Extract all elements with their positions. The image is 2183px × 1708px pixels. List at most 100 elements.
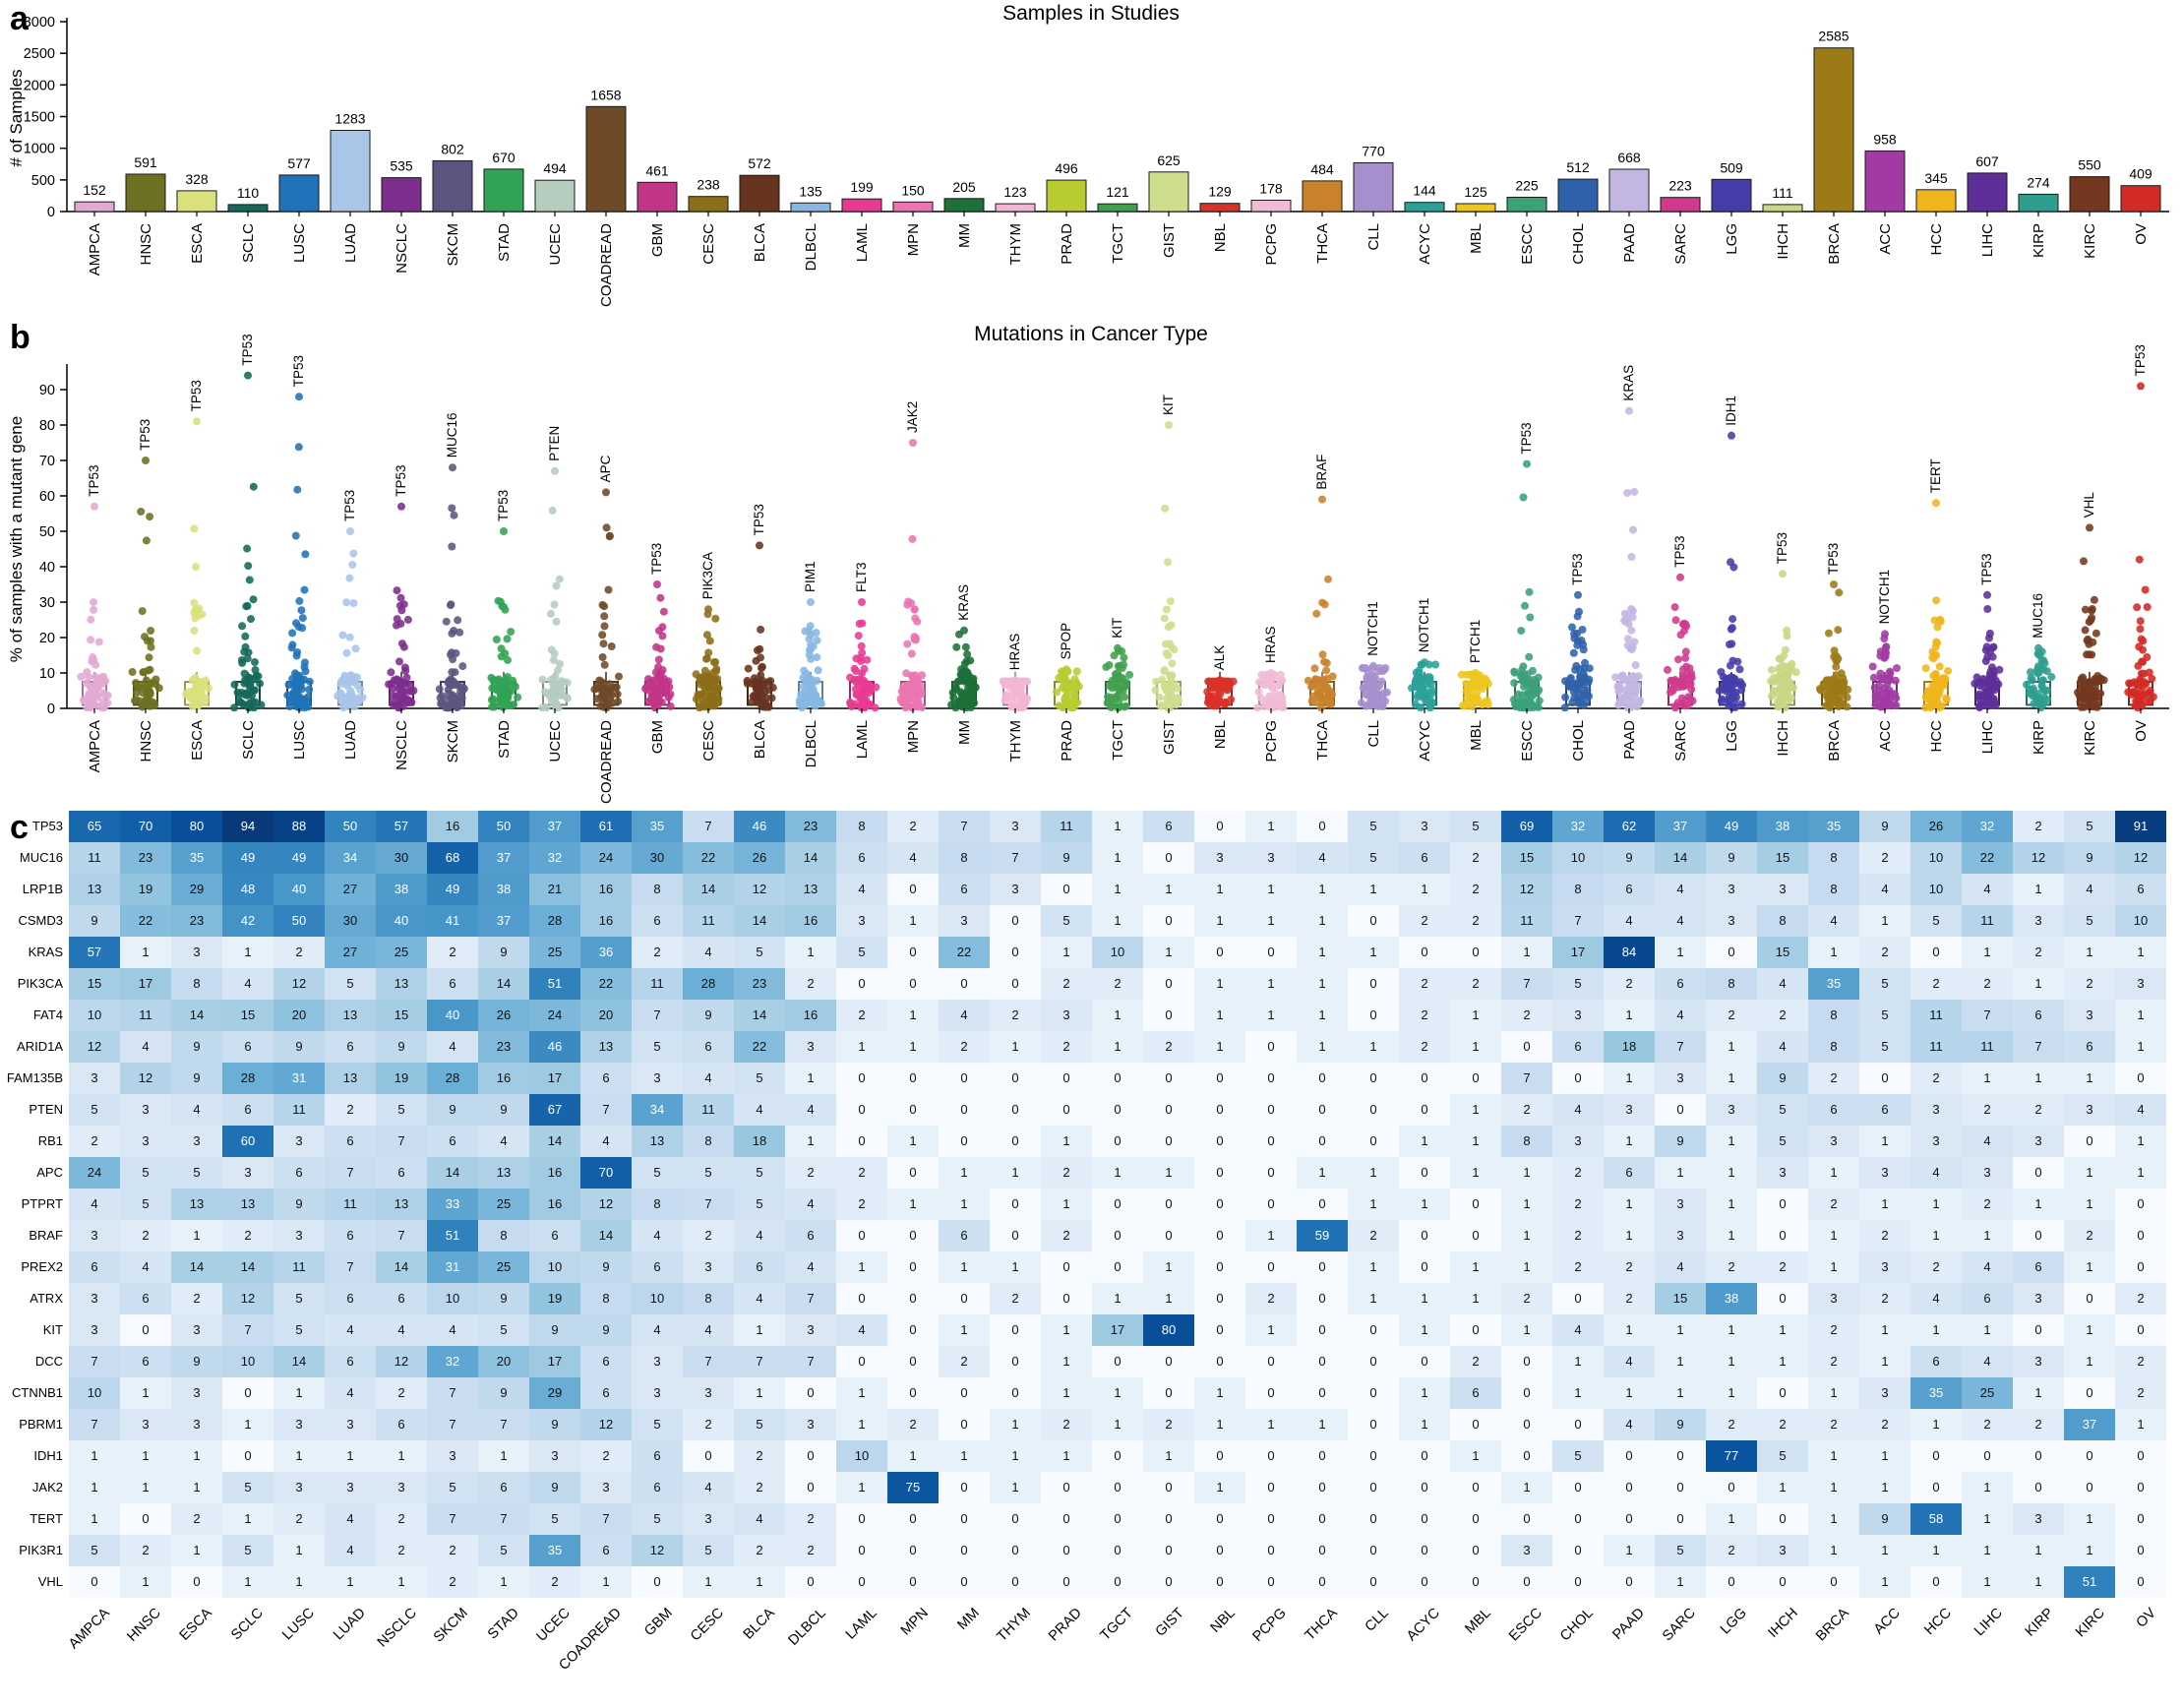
- category-label: MBL: [1468, 223, 1485, 254]
- heatmap-cell: 0: [990, 1377, 1041, 1409]
- heatmap-cell: 1: [69, 1472, 120, 1503]
- heatmap-cell: 7: [683, 1346, 734, 1377]
- category-label: SKCM: [445, 720, 461, 762]
- y-tick-label: 80: [39, 418, 55, 434]
- dot-swarm: [692, 605, 723, 712]
- category-label: ESCA: [189, 720, 206, 761]
- category-label: UCEC: [547, 720, 564, 762]
- heatmap-cell: 8: [1808, 842, 1859, 874]
- heatmap-cell: 0: [2115, 1314, 2166, 1346]
- bar-value-label: 535: [390, 158, 413, 174]
- heatmap-cell: 28: [427, 1063, 478, 1094]
- heatmap-cell: 0: [990, 1314, 1041, 1346]
- heatmap-cell: 4: [683, 1063, 734, 1094]
- heatmap-cell: 5: [734, 1189, 785, 1220]
- heatmap-cell: 9: [2064, 842, 2115, 874]
- heatmap-cell: 1: [734, 1377, 785, 1409]
- dot-swarm: [1767, 570, 1800, 712]
- gene-label: KIT: [42, 1322, 63, 1337]
- heatmap-cell: 4: [1757, 1031, 1808, 1063]
- heatmap-cell: 0: [1297, 1472, 1348, 1503]
- bar: [1046, 179, 1087, 213]
- heatmap-cell: 0: [1604, 1503, 1655, 1535]
- column-label: NBL: [1208, 1606, 1239, 1636]
- heatmap-cell: 0: [1245, 1157, 1297, 1189]
- heatmap-row: KRAS 57 1 3 1 2 27 25 2 9 25 36 2 4 5 1 5 0 22 0 1 10 1 0 0 1 1 0 0 1…: [0, 937, 2183, 968]
- heatmap-cell: 2: [1552, 1157, 1604, 1189]
- heatmap-cell: 19: [120, 874, 171, 905]
- heatmap-cell: 1: [1092, 1031, 1143, 1063]
- heatmap-cell: 0: [887, 1220, 939, 1251]
- gene-label: PTPRT: [21, 1196, 63, 1211]
- heatmap-cell: 5: [478, 1535, 529, 1566]
- y-tick-label: 3000: [24, 15, 55, 30]
- heatmap-cell: 0: [1501, 1409, 1552, 1440]
- column-label: PRAD: [1046, 1606, 1085, 1645]
- gene-label: ATRX: [30, 1291, 63, 1306]
- bar-value-label: 668: [1617, 150, 1641, 165]
- heatmap-cell: 5: [1655, 1535, 1706, 1566]
- dot-swarm: [1151, 421, 1182, 712]
- heatmap-cell: 0: [1910, 1472, 1962, 1503]
- bar: [125, 173, 166, 213]
- heatmap-cell: 3: [580, 1472, 632, 1503]
- heatmap-cell: 25: [529, 937, 580, 968]
- heatmap-cell: 3: [785, 1409, 836, 1440]
- heatmap-cell: 0: [785, 1377, 836, 1409]
- category-label: THCA: [1314, 720, 1331, 761]
- heatmap-cell: 0: [1194, 1283, 1245, 1314]
- heatmap-cell: 1: [1604, 1535, 1655, 1566]
- heatmap-cell: 0: [1143, 1189, 1194, 1220]
- heatmap-cell: 3: [1552, 1126, 1604, 1157]
- heatmap-cell: 1: [939, 1189, 990, 1220]
- heatmap-cell: 3: [273, 1409, 325, 1440]
- heatmap-cell: 6: [2064, 1031, 2115, 1063]
- heatmap-cell: 0: [1450, 937, 1501, 968]
- heatmap-cell: 1: [1450, 1440, 1501, 1472]
- dot-swarm: [283, 393, 314, 712]
- heatmap-cell: 1: [887, 905, 939, 937]
- category-label: PCPG: [1263, 223, 1280, 266]
- heatmap-row: JAK2 1 1 1 5 3 3 3 5 6 9 3 6 4 2 0 1 75 0 1 0 0 0 1 0 0 0 0 0 1 0 0 0 0 1 1…: [0, 1472, 2183, 1503]
- heatmap-cell: 3: [1604, 1094, 1655, 1126]
- heatmap-cell: 1: [836, 1377, 887, 1409]
- top-gene-label: TP53: [2133, 344, 2148, 376]
- heatmap-cell: 2: [171, 1503, 222, 1535]
- column-label: MBL: [1462, 1606, 1493, 1637]
- top-gene-label: TP53: [752, 504, 766, 535]
- heatmap-cell: 0: [1859, 1063, 1910, 1094]
- bar-value-label: 512: [1566, 159, 1590, 175]
- heatmap-cell: 12: [580, 1189, 632, 1220]
- heatmap-cell: 0: [836, 1283, 887, 1314]
- heatmap-cell: 3: [273, 1126, 325, 1157]
- heatmap-cell: 16: [580, 905, 632, 937]
- heatmap-cell: 1: [836, 1031, 887, 1063]
- heatmap-cell: 2: [1910, 1063, 1962, 1094]
- heatmap-cell: 0: [990, 1063, 1041, 1094]
- heatmap-cell: 1: [1910, 1409, 1962, 1440]
- heatmap-cell: 4: [1655, 874, 1706, 905]
- heatmap-cell: 0: [1552, 1566, 1604, 1598]
- heatmap-cell: 1: [2013, 1377, 2064, 1409]
- bar: [841, 198, 882, 213]
- category-label: MM: [956, 720, 973, 745]
- heatmap-cell: 0: [1757, 1503, 1808, 1535]
- heatmap-cell: 0: [836, 1503, 887, 1535]
- heatmap-cell: 1: [1706, 1157, 1757, 1189]
- heatmap-cell: 0: [1245, 937, 1297, 968]
- heatmap-cell: 57: [69, 937, 120, 968]
- heatmap-cell: 4: [1757, 968, 1808, 1000]
- heatmap-cell: 8: [1501, 1126, 1552, 1157]
- heatmap-cell: 13: [376, 968, 427, 1000]
- heatmap-cell: 2: [1859, 1220, 1910, 1251]
- heatmap-cell: 2: [1501, 1000, 1552, 1031]
- heatmap-cell: 59: [1297, 1220, 1348, 1251]
- heatmap-cell: 37: [2064, 1409, 2115, 1440]
- column-label: PAAD: [1609, 1606, 1647, 1643]
- heatmap-cell: 7: [1962, 1000, 2013, 1031]
- heatmap-cell: 23: [120, 842, 171, 874]
- heatmap-cell: 6: [1655, 968, 1706, 1000]
- heatmap-cell: 38: [1757, 811, 1808, 842]
- heatmap-cell: 51: [529, 968, 580, 1000]
- heatmap-cell: 1: [1501, 1472, 1552, 1503]
